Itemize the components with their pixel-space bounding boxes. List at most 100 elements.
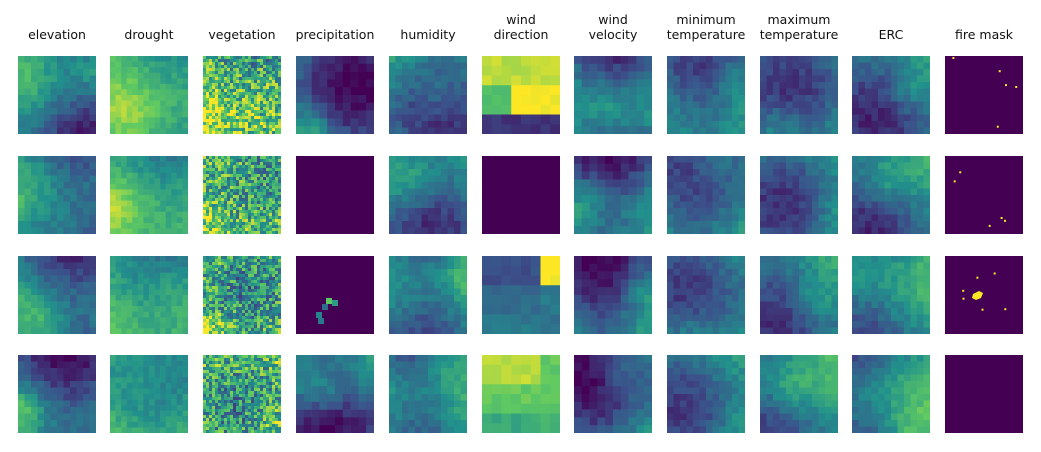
vegetation-map-row-1 <box>203 56 281 134</box>
precipitation-map-image <box>296 355 374 433</box>
maximum-temperature-map-image <box>760 256 838 334</box>
erc-map-image <box>852 355 930 433</box>
precipitation-map-row-3 <box>296 256 374 334</box>
humidity-map-row-1 <box>389 56 467 134</box>
minimum-temperature-map-image <box>667 56 745 134</box>
elevation-map-row-4 <box>18 355 96 433</box>
column-label-minimum-temperature: minimum temperature <box>666 12 746 42</box>
wind-velocity-map-image <box>574 156 652 234</box>
humidity-map-row-2 <box>389 156 467 234</box>
elevation-map-row-2 <box>18 156 96 234</box>
precipitation-map-image <box>296 256 374 334</box>
vegetation-map-image <box>203 156 281 234</box>
vegetation-map-image <box>203 256 281 334</box>
column-label-humidity: humidity <box>400 27 456 42</box>
minimum-temperature-map-image <box>667 156 745 234</box>
maximum-temperature-map-image <box>760 156 838 234</box>
precipitation-map-image <box>296 56 374 134</box>
precipitation-map-row-1 <box>296 56 374 134</box>
humidity-map-image <box>389 56 467 134</box>
drought-map-row-1 <box>110 56 188 134</box>
wind-velocity-map-image <box>574 355 652 433</box>
wind-direction-map-row-4 <box>482 355 560 433</box>
maximum-temperature-map-row-1 <box>760 56 838 134</box>
drought-map-row-4 <box>110 355 188 433</box>
wind-direction-map-row-2 <box>482 156 560 234</box>
column-label-maximum-temperature: maximum temperature <box>759 12 839 42</box>
wind-velocity-map-image <box>574 256 652 334</box>
fire-mask-map-row-2 <box>945 156 1023 234</box>
vegetation-map-image <box>203 56 281 134</box>
minimum-temperature-map-image <box>667 256 745 334</box>
drought-map-row-2 <box>110 156 188 234</box>
humidity-map-row-3 <box>389 256 467 334</box>
wind-direction-map-image <box>482 355 560 433</box>
erc-map-image <box>852 256 930 334</box>
fire-mask-map-row-4 <box>945 355 1023 433</box>
fire-mask-map-row-3 <box>945 256 1023 334</box>
elevation-map-row-1 <box>18 56 96 134</box>
fire-mask-map-image <box>945 56 1023 134</box>
wind-direction-map-image <box>482 156 560 234</box>
minimum-temperature-map-row-2 <box>667 156 745 234</box>
maximum-temperature-map-row-3 <box>760 256 838 334</box>
precipitation-map-row-4 <box>296 355 374 433</box>
erc-map-row-3 <box>852 256 930 334</box>
maximum-temperature-map-image <box>760 56 838 134</box>
vegetation-map-row-2 <box>203 156 281 234</box>
drought-map-image <box>110 56 188 134</box>
column-label-fire-mask: fire mask <box>955 27 1013 42</box>
wind-direction-map-row-1 <box>482 56 560 134</box>
elevation-map-image <box>18 156 96 234</box>
wind-velocity-map-row-2 <box>574 156 652 234</box>
erc-map-row-4 <box>852 355 930 433</box>
minimum-temperature-map-image <box>667 355 745 433</box>
erc-map-row-1 <box>852 56 930 134</box>
fire-mask-map-image <box>945 156 1023 234</box>
wind-velocity-map-row-3 <box>574 256 652 334</box>
precipitation-map-image <box>296 156 374 234</box>
maximum-temperature-map-row-4 <box>760 355 838 433</box>
vegetation-map-image <box>203 355 281 433</box>
drought-map-image <box>110 355 188 433</box>
precipitation-map-row-2 <box>296 156 374 234</box>
vegetation-map-row-4 <box>203 355 281 433</box>
column-label-precipitation: precipitation <box>295 27 375 42</box>
maximum-temperature-map-image <box>760 355 838 433</box>
elevation-map-row-3 <box>18 256 96 334</box>
minimum-temperature-map-row-1 <box>667 56 745 134</box>
wind-direction-map-image <box>482 256 560 334</box>
column-label-vegetation: vegetation <box>208 27 276 42</box>
erc-map-row-2 <box>852 156 930 234</box>
elevation-map-image <box>18 56 96 134</box>
erc-map-image <box>852 56 930 134</box>
minimum-temperature-map-row-3 <box>667 256 745 334</box>
humidity-map-image <box>389 355 467 433</box>
humidity-map-image <box>389 256 467 334</box>
drought-map-image <box>110 256 188 334</box>
column-label-drought: drought <box>124 27 174 42</box>
wind-direction-map-row-3 <box>482 256 560 334</box>
drought-map-row-3 <box>110 256 188 334</box>
erc-map-image <box>852 156 930 234</box>
elevation-map-image <box>18 355 96 433</box>
humidity-map-image <box>389 156 467 234</box>
wind-direction-map-image <box>482 56 560 134</box>
wind-velocity-map-row-4 <box>574 355 652 433</box>
maximum-temperature-map-row-2 <box>760 156 838 234</box>
fire-mask-map-image <box>945 256 1023 334</box>
wind-velocity-map-row-1 <box>574 56 652 134</box>
column-label-wind-direction: wind direction <box>493 12 549 42</box>
wind-velocity-map-image <box>574 56 652 134</box>
fire-mask-map-row-1 <box>945 56 1023 134</box>
drought-map-image <box>110 156 188 234</box>
elevation-map-image <box>18 256 96 334</box>
column-label-elevation: elevation <box>28 27 86 42</box>
column-label-erc: ERC <box>878 27 904 42</box>
column-label-wind-velocity: wind velocity <box>588 12 638 42</box>
minimum-temperature-map-row-4 <box>667 355 745 433</box>
vegetation-map-row-3 <box>203 256 281 334</box>
humidity-map-row-4 <box>389 355 467 433</box>
fire-mask-map-image <box>945 355 1023 433</box>
